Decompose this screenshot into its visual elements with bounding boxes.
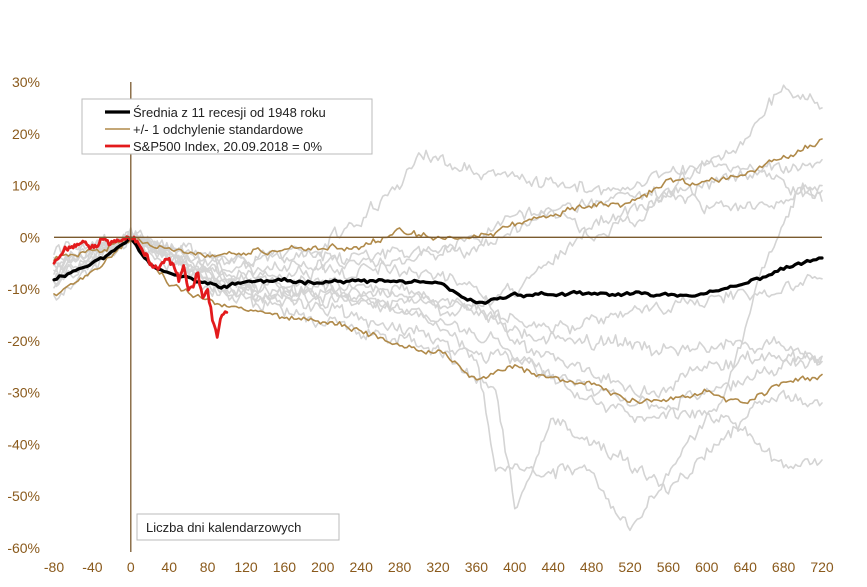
recession-line: [53, 159, 823, 268]
x-tick-label: -40: [82, 559, 102, 575]
y-tick-label: -10%: [7, 281, 40, 297]
x-tick-label: 480: [580, 559, 604, 575]
x-tick-label: 440: [542, 559, 566, 575]
x-tick-label: 680: [772, 559, 796, 575]
recession-line: [53, 230, 823, 470]
tick-labels: 30% 20% 10% 0% -10% -20% -30% -40% -50% -60%-80 -4…: [7, 74, 834, 575]
y-tick-label: -30%: [7, 385, 40, 401]
mean-line: [52, 236, 824, 305]
recession-line: [53, 232, 823, 424]
x-tick-label: 560: [657, 559, 681, 575]
x-tick-label: 600: [695, 559, 719, 575]
x-tick-label: 200: [311, 559, 335, 575]
y-tick-label: -60%: [7, 540, 40, 556]
legend-entry: S&P500 Index, 20.09.2018 = 0%: [133, 139, 322, 154]
sp500-line: [52, 235, 229, 339]
y-tick-label: -20%: [7, 333, 40, 349]
x-tick-label: 720: [810, 559, 834, 575]
x-tick-label: 400: [503, 559, 527, 575]
legend-entry: +/- 1 odchylenie standardowe: [133, 122, 303, 137]
legend-entry: Średnia z 11 recesji od 1948 roku: [133, 105, 326, 120]
x-tick-label: 280: [388, 559, 412, 575]
y-tick-label: 20%: [12, 126, 40, 142]
std-lower-line: [53, 240, 823, 405]
x-tick-label: -80: [44, 559, 64, 575]
x-tick-label: 120: [234, 559, 258, 575]
series-group: [52, 84, 824, 532]
x-tick-label: 160: [273, 559, 297, 575]
y-tick-label: 0%: [20, 229, 40, 245]
y-tick-label: -40%: [7, 436, 40, 452]
x-axis-note-box: [136, 513, 340, 541]
x-tick-label: 640: [734, 559, 758, 575]
y-tick-label: 30%: [12, 74, 40, 90]
recession-line: [53, 232, 823, 510]
x-tick-label: 0: [127, 559, 135, 575]
x-tick-label: 320: [426, 559, 450, 575]
x-axis-label: Liczba dni kalendarzowych: [146, 520, 301, 535]
legend-box: [81, 98, 373, 155]
recession-line: [53, 235, 823, 365]
legend: Średnia z 11 recesji od 1948 roku +/- 1 o…: [81, 98, 373, 155]
axes: [54, 82, 822, 552]
recession-line: [53, 182, 823, 532]
y-tick-label: 10%: [12, 178, 40, 194]
x-tick-label: 240: [350, 559, 374, 575]
x-tick-label: 40: [161, 559, 177, 575]
y-tick-label: -50%: [7, 488, 40, 504]
std-upper-line: [53, 138, 823, 262]
x-tick-label: 80: [200, 559, 216, 575]
x-tick-label: 520: [618, 559, 642, 575]
x-axis-note: Liczba dni kalendarzowych: [136, 513, 340, 541]
x-tick-label: 360: [465, 559, 489, 575]
